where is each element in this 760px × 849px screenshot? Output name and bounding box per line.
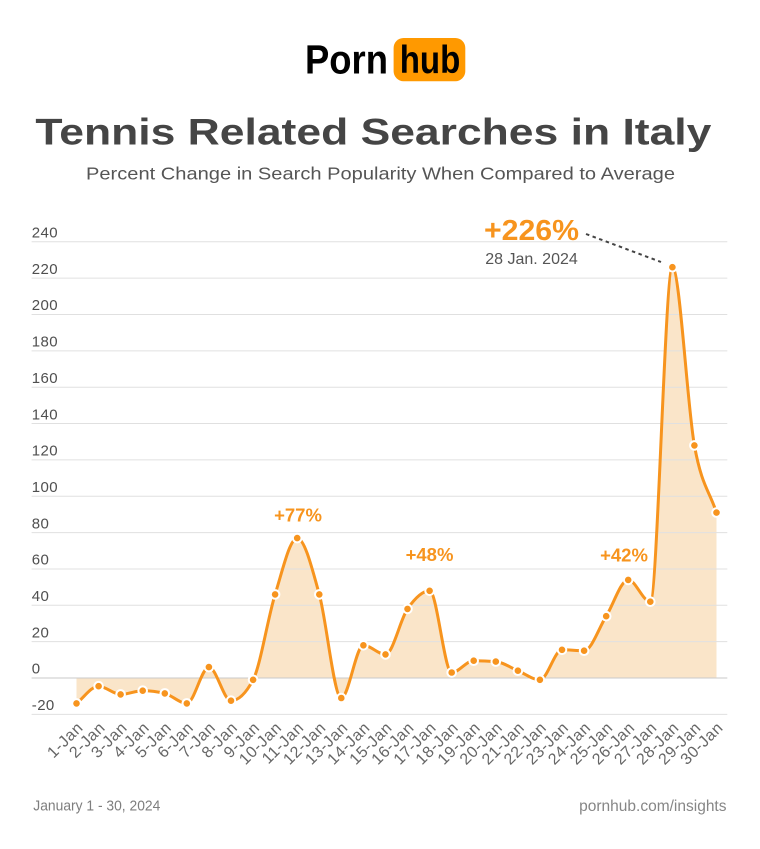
svg-text:160: 160: [32, 370, 58, 387]
svg-text:January 1 - 30, 2024: January 1 - 30, 2024: [33, 797, 160, 814]
svg-text:140: 140: [32, 406, 58, 423]
svg-text:pornhub.com/insights: pornhub.com/insights: [579, 798, 727, 815]
svg-text:80: 80: [32, 515, 50, 532]
svg-text:-20: -20: [32, 697, 55, 714]
svg-text:100: 100: [32, 479, 58, 496]
svg-text:0: 0: [32, 661, 41, 678]
svg-text:+226%: +226%: [484, 215, 579, 247]
svg-text:240: 240: [32, 225, 58, 242]
svg-text:+48%: +48%: [406, 544, 454, 565]
svg-text:28 Jan. 2024: 28 Jan. 2024: [485, 251, 578, 268]
svg-text:20: 20: [32, 624, 50, 641]
svg-text:120: 120: [32, 443, 58, 460]
svg-text:200: 200: [32, 297, 58, 314]
svg-text:+77%: +77%: [274, 505, 322, 526]
svg-text:220: 220: [32, 261, 58, 278]
svg-text:Percent Change in Search Popul: Percent Change in Search Popularity When…: [86, 164, 675, 184]
svg-text:180: 180: [32, 334, 58, 351]
svg-text:Tennis Related Searches in Ita: Tennis Related Searches in Italy: [35, 111, 711, 152]
svg-text:+42%: +42%: [600, 544, 648, 565]
svg-text:40: 40: [32, 588, 50, 605]
svg-text:60: 60: [32, 552, 50, 569]
svg-text:Porn: Porn: [305, 36, 388, 82]
svg-text:hub: hub: [400, 39, 461, 82]
